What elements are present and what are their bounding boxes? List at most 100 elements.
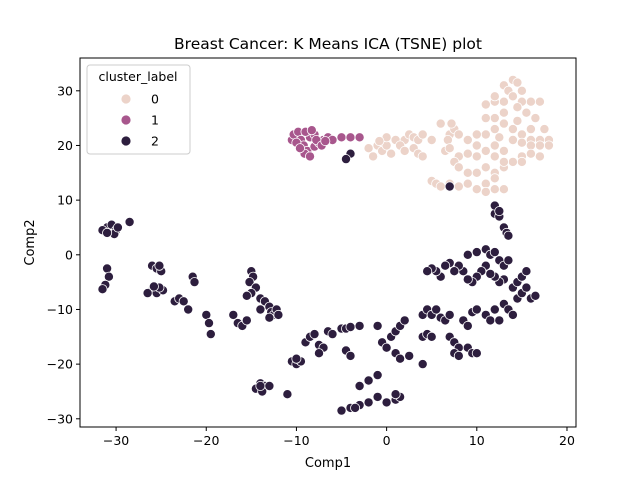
data-point-cluster-0 <box>498 156 509 167</box>
data-point-cluster-2 <box>417 359 428 370</box>
data-point-cluster-1 <box>345 132 356 143</box>
data-point-cluster-2 <box>291 353 302 364</box>
data-point-cluster-2 <box>345 350 356 361</box>
data-point-cluster-0 <box>386 148 397 159</box>
data-point-cluster-2 <box>313 348 324 359</box>
data-point-cluster-0 <box>534 151 545 162</box>
data-point-cluster-0 <box>363 143 374 154</box>
y-tick-label: −10 <box>47 302 73 317</box>
data-point-cluster-0 <box>507 156 518 167</box>
y-axis-label: Comp2 <box>23 219 38 265</box>
data-point-cluster-2 <box>244 277 255 288</box>
data-point-cluster-2 <box>327 329 338 340</box>
data-point-cluster-0 <box>471 184 482 195</box>
data-point-cluster-0 <box>462 178 473 189</box>
data-point-cluster-2 <box>103 271 114 282</box>
y-tick-label: −20 <box>47 357 73 372</box>
data-point-cluster-0 <box>525 148 536 159</box>
data-point-cluster-0 <box>512 77 523 88</box>
data-point-cluster-2 <box>426 331 437 342</box>
data-point-cluster-2 <box>390 389 401 400</box>
x-tick-label: −10 <box>283 433 309 448</box>
data-point-cluster-2 <box>494 315 505 326</box>
x-axis-ticks: −30 −20 −10 0 10 20 <box>103 427 575 448</box>
x-axis-label: Comp1 <box>305 456 351 471</box>
data-point-cluster-0 <box>516 85 527 96</box>
data-point-cluster-2 <box>381 397 392 408</box>
plot-frame <box>79 57 577 428</box>
y-tick-label: 30 <box>57 83 73 98</box>
data-point-cluster-0 <box>516 156 527 167</box>
data-point-cluster-2 <box>354 380 365 391</box>
data-point-cluster-0 <box>442 134 453 145</box>
data-point-cluster-0 <box>471 151 482 162</box>
data-point-cluster-0 <box>471 129 482 140</box>
legend-label-0: 0 <box>151 92 159 107</box>
data-point-cluster-2 <box>372 320 383 331</box>
legend-marker-1 <box>120 114 132 126</box>
data-point-cluster-0 <box>480 162 491 173</box>
points-layer <box>97 74 554 416</box>
data-point-cluster-0 <box>507 91 518 102</box>
data-point-cluster-2 <box>241 290 252 301</box>
data-point-cluster-2 <box>112 222 123 233</box>
data-point-cluster-0 <box>534 96 545 107</box>
data-point-cluster-2 <box>372 370 383 381</box>
data-point-cluster-0 <box>462 148 473 159</box>
data-point-cluster-2 <box>453 350 464 361</box>
y-axis-ticks: −30 −20 −10 0 10 20 30 <box>47 83 80 426</box>
data-point-cluster-2 <box>228 309 239 320</box>
data-point-cluster-2 <box>189 277 200 288</box>
data-point-cluster-1 <box>336 132 347 143</box>
data-point-cluster-2 <box>354 320 365 331</box>
data-point-cluster-2 <box>503 255 514 266</box>
data-point-cluster-0 <box>480 99 491 110</box>
data-point-cluster-2 <box>201 309 212 320</box>
data-point-cluster-0 <box>480 145 491 156</box>
data-point-cluster-2 <box>462 249 473 260</box>
data-point-cluster-2 <box>154 260 165 271</box>
data-point-cluster-2 <box>521 282 532 293</box>
data-point-cluster-0 <box>494 132 505 143</box>
data-point-cluster-0 <box>512 115 523 126</box>
data-point-cluster-2 <box>363 397 374 408</box>
data-point-cluster-2 <box>444 309 455 320</box>
data-point-cluster-2 <box>264 312 275 323</box>
data-point-cluster-0 <box>446 118 457 129</box>
data-point-cluster-0 <box>489 91 500 102</box>
x-tick-label: 0 <box>383 433 391 448</box>
data-point-cluster-2 <box>471 247 482 258</box>
data-point-cluster-0 <box>417 151 428 162</box>
data-point-cluster-2 <box>345 321 356 332</box>
data-point-cluster-2 <box>282 389 293 400</box>
data-point-cluster-2 <box>124 216 135 227</box>
data-point-cluster-2 <box>404 350 415 361</box>
data-point-cluster-2 <box>395 353 406 364</box>
data-point-cluster-0 <box>498 96 509 107</box>
data-point-cluster-1 <box>354 132 365 143</box>
data-point-cluster-2 <box>440 260 451 271</box>
data-point-cluster-0 <box>525 124 536 135</box>
data-point-cluster-0 <box>453 129 464 140</box>
chart-title: Breast Cancer: K Means ICA (TSNE) plot <box>174 35 482 53</box>
data-point-cluster-1 <box>306 125 317 136</box>
data-point-cluster-2 <box>471 348 482 359</box>
data-point-cluster-0 <box>498 107 509 118</box>
data-point-cluster-2 <box>350 402 361 413</box>
data-point-cluster-2 <box>372 391 383 402</box>
y-tick-label: 20 <box>57 138 73 153</box>
data-point-cluster-0 <box>489 151 500 162</box>
data-point-cluster-0 <box>507 124 518 135</box>
data-point-cluster-2 <box>309 329 320 340</box>
data-point-cluster-0 <box>516 137 527 148</box>
data-point-cluster-0 <box>462 167 473 178</box>
data-point-cluster-2 <box>462 274 473 285</box>
y-tick-label: 10 <box>57 193 73 208</box>
data-point-cluster-0 <box>512 102 523 113</box>
data-point-cluster-1 <box>320 136 331 147</box>
data-point-cluster-0 <box>489 173 500 184</box>
data-point-cluster-2 <box>363 375 374 386</box>
data-point-cluster-2 <box>530 290 541 301</box>
legend-marker-2 <box>120 135 132 147</box>
legend-box <box>86 64 191 155</box>
